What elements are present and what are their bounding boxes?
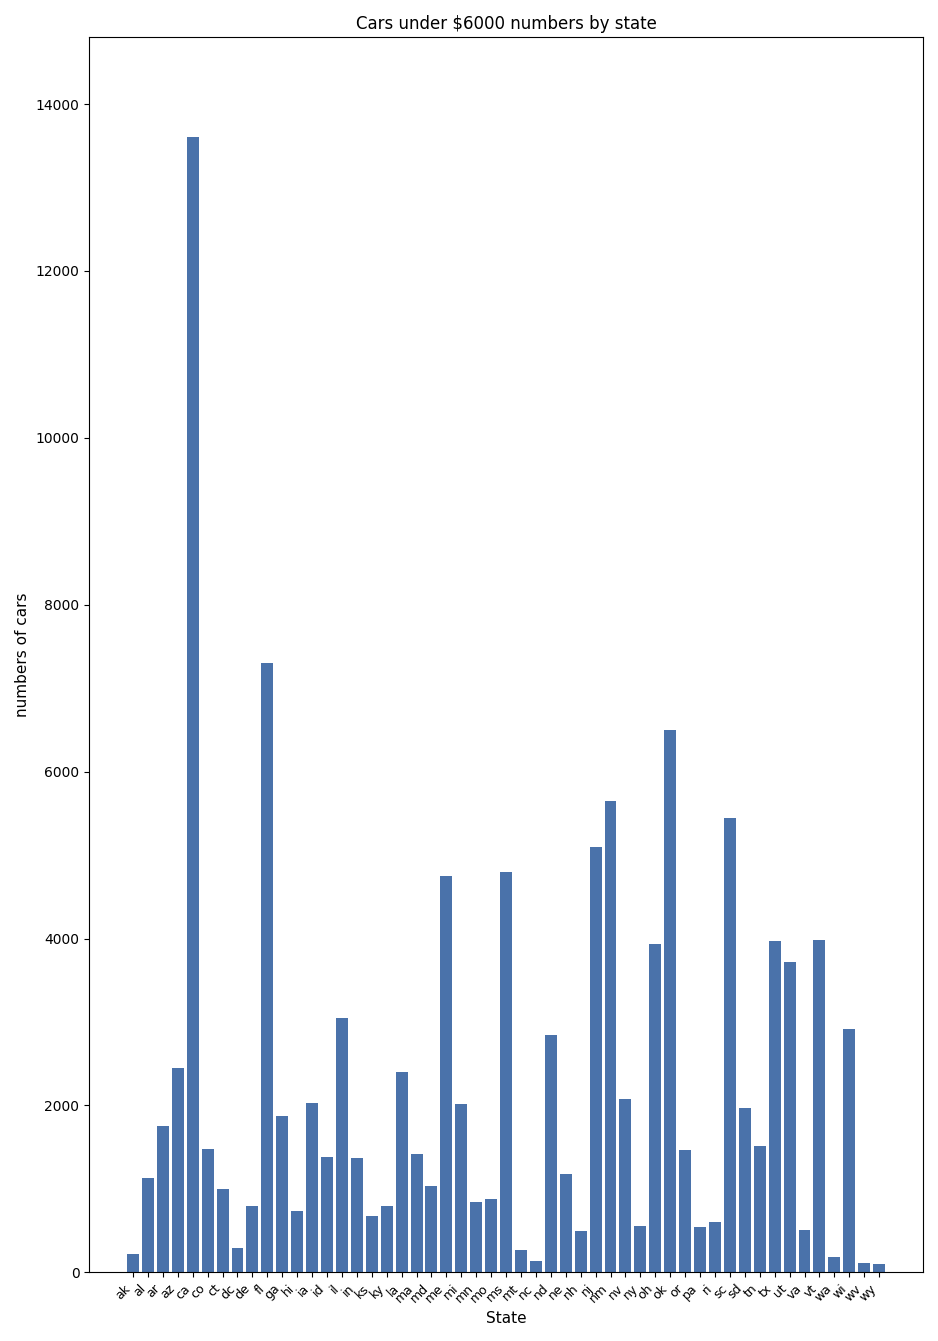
Bar: [530, 1261, 542, 1273]
Bar: [291, 1211, 303, 1273]
Bar: [187, 138, 199, 1273]
Bar: [321, 1157, 333, 1273]
Bar: [679, 1149, 691, 1273]
Bar: [843, 1029, 855, 1273]
Bar: [306, 1102, 318, 1273]
Bar: [634, 1227, 646, 1273]
Bar: [783, 961, 795, 1273]
Bar: [485, 1199, 497, 1273]
Bar: [605, 801, 616, 1273]
Y-axis label: numbers of cars: numbers of cars: [15, 593, 30, 717]
Bar: [754, 1147, 765, 1273]
Bar: [694, 1227, 706, 1273]
Bar: [232, 1248, 244, 1273]
Bar: [202, 1149, 214, 1273]
Bar: [426, 1187, 437, 1273]
Bar: [127, 1254, 139, 1273]
Bar: [709, 1222, 721, 1273]
Bar: [545, 1035, 557, 1273]
Bar: [351, 1159, 363, 1273]
Bar: [172, 1067, 184, 1273]
Bar: [515, 1250, 527, 1273]
Bar: [381, 1207, 393, 1273]
Bar: [157, 1126, 169, 1273]
Bar: [411, 1153, 422, 1273]
Bar: [470, 1203, 482, 1273]
Title: Cars under $6000 numbers by state: Cars under $6000 numbers by state: [356, 15, 657, 34]
Bar: [441, 876, 452, 1273]
Bar: [336, 1018, 348, 1273]
Bar: [858, 1263, 870, 1273]
Bar: [739, 1108, 750, 1273]
Bar: [873, 1265, 885, 1273]
Bar: [590, 846, 601, 1273]
Bar: [277, 1116, 288, 1273]
X-axis label: State: State: [486, 1311, 526, 1326]
Bar: [262, 664, 273, 1273]
Bar: [575, 1231, 586, 1273]
Bar: [217, 1189, 229, 1273]
Bar: [500, 872, 512, 1273]
Bar: [396, 1071, 408, 1273]
Bar: [724, 818, 736, 1273]
Bar: [455, 1104, 467, 1273]
Bar: [619, 1098, 631, 1273]
Bar: [798, 1230, 810, 1273]
Bar: [649, 944, 661, 1273]
Bar: [769, 941, 780, 1273]
Bar: [828, 1257, 840, 1273]
Bar: [366, 1215, 378, 1273]
Bar: [247, 1206, 258, 1273]
Bar: [142, 1177, 154, 1273]
Bar: [560, 1173, 572, 1273]
Bar: [664, 730, 676, 1273]
Bar: [813, 940, 825, 1273]
